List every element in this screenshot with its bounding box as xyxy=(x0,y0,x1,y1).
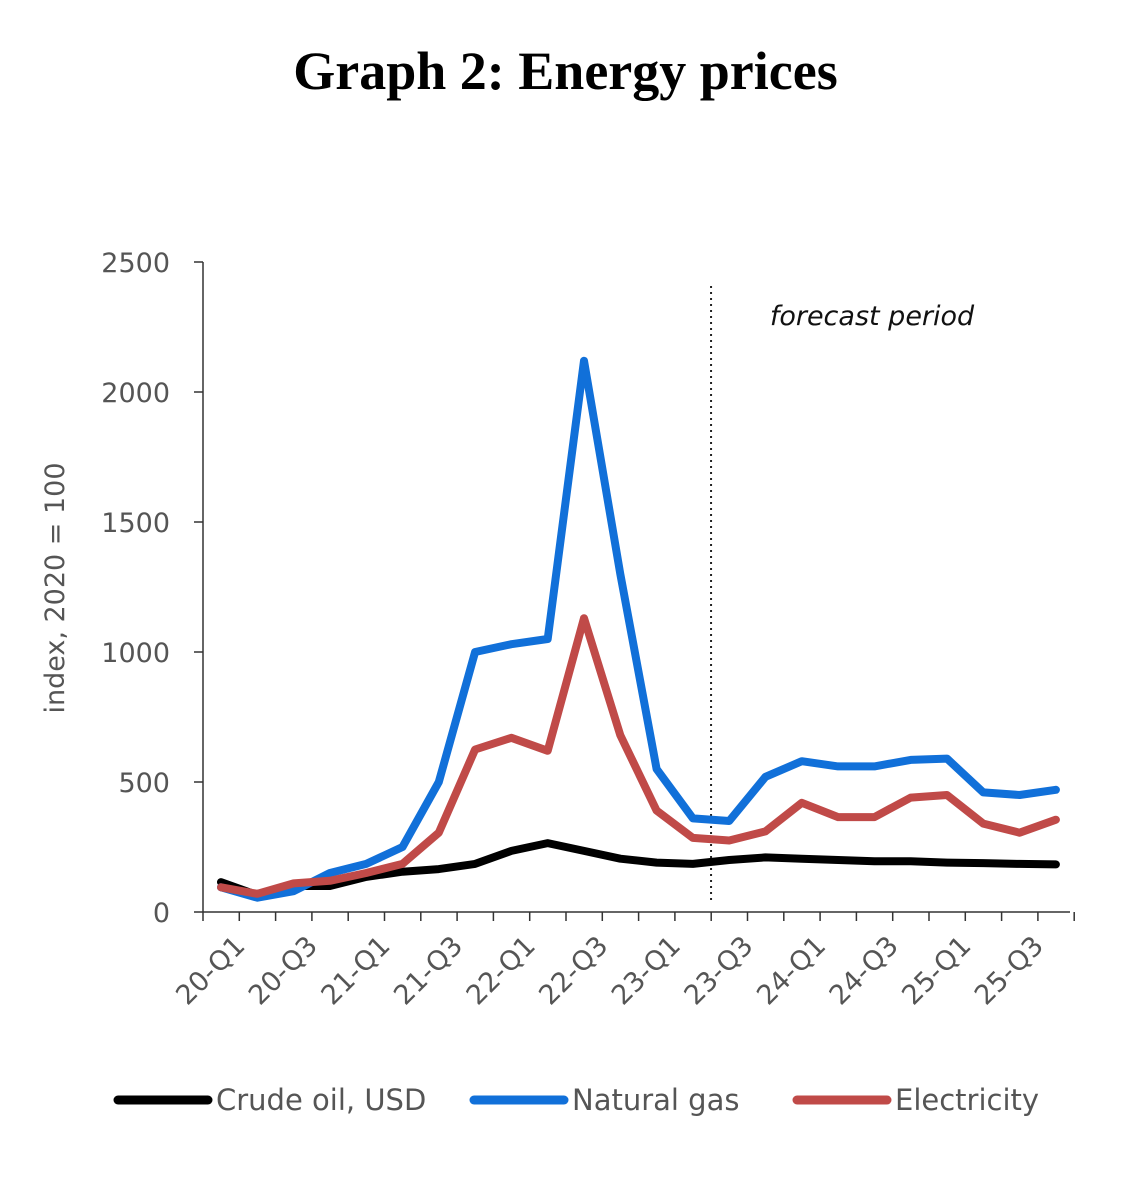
x-tick-label: 20-Q3 xyxy=(243,930,324,1011)
x-tick-label: 25-Q3 xyxy=(969,930,1050,1011)
x-tick-label: 25-Q1 xyxy=(896,930,977,1011)
x-tick-label: 21-Q3 xyxy=(388,930,469,1011)
x-tick-label: 21-Q1 xyxy=(316,930,397,1011)
forecast-annotation: forecast period xyxy=(770,301,975,332)
y-tick-label: 2000 xyxy=(101,378,170,409)
legend-label-crude-oil-usd: Crude oil, USD xyxy=(216,1083,426,1117)
x-tick-label: 24-Q3 xyxy=(824,930,905,1011)
x-tick-label: 23-Q3 xyxy=(679,930,760,1011)
y-tick-label: 2500 xyxy=(101,248,170,279)
y-tick-label: 1000 xyxy=(101,638,170,669)
y-tick-label: 0 xyxy=(153,898,170,929)
x-tick-label: 22-Q3 xyxy=(533,930,614,1011)
series-lines xyxy=(217,356,1060,902)
series-line-crude-oil-usd xyxy=(217,839,1060,900)
legend: Crude oil, USD Natural gas Electricity xyxy=(113,1083,1039,1117)
legend-label-natural-gas: Natural gas xyxy=(572,1083,739,1117)
x-tick-label: 23-Q1 xyxy=(606,930,687,1011)
y-axis-label: index, 2020 = 100 xyxy=(40,462,71,713)
x-tick-label: 22-Q1 xyxy=(461,930,542,1011)
series-line-natural-gas xyxy=(217,356,1060,902)
x-tick-label: 20-Q1 xyxy=(170,930,251,1011)
series-line-electricity xyxy=(217,614,1060,898)
y-tick-label: 500 xyxy=(118,768,170,799)
chart-title: Graph 2: Energy prices xyxy=(293,41,838,101)
legend-label-electricity: Electricity xyxy=(895,1083,1039,1117)
y-tick-label: 1500 xyxy=(101,508,170,539)
x-tick-label: 24-Q1 xyxy=(751,930,832,1011)
